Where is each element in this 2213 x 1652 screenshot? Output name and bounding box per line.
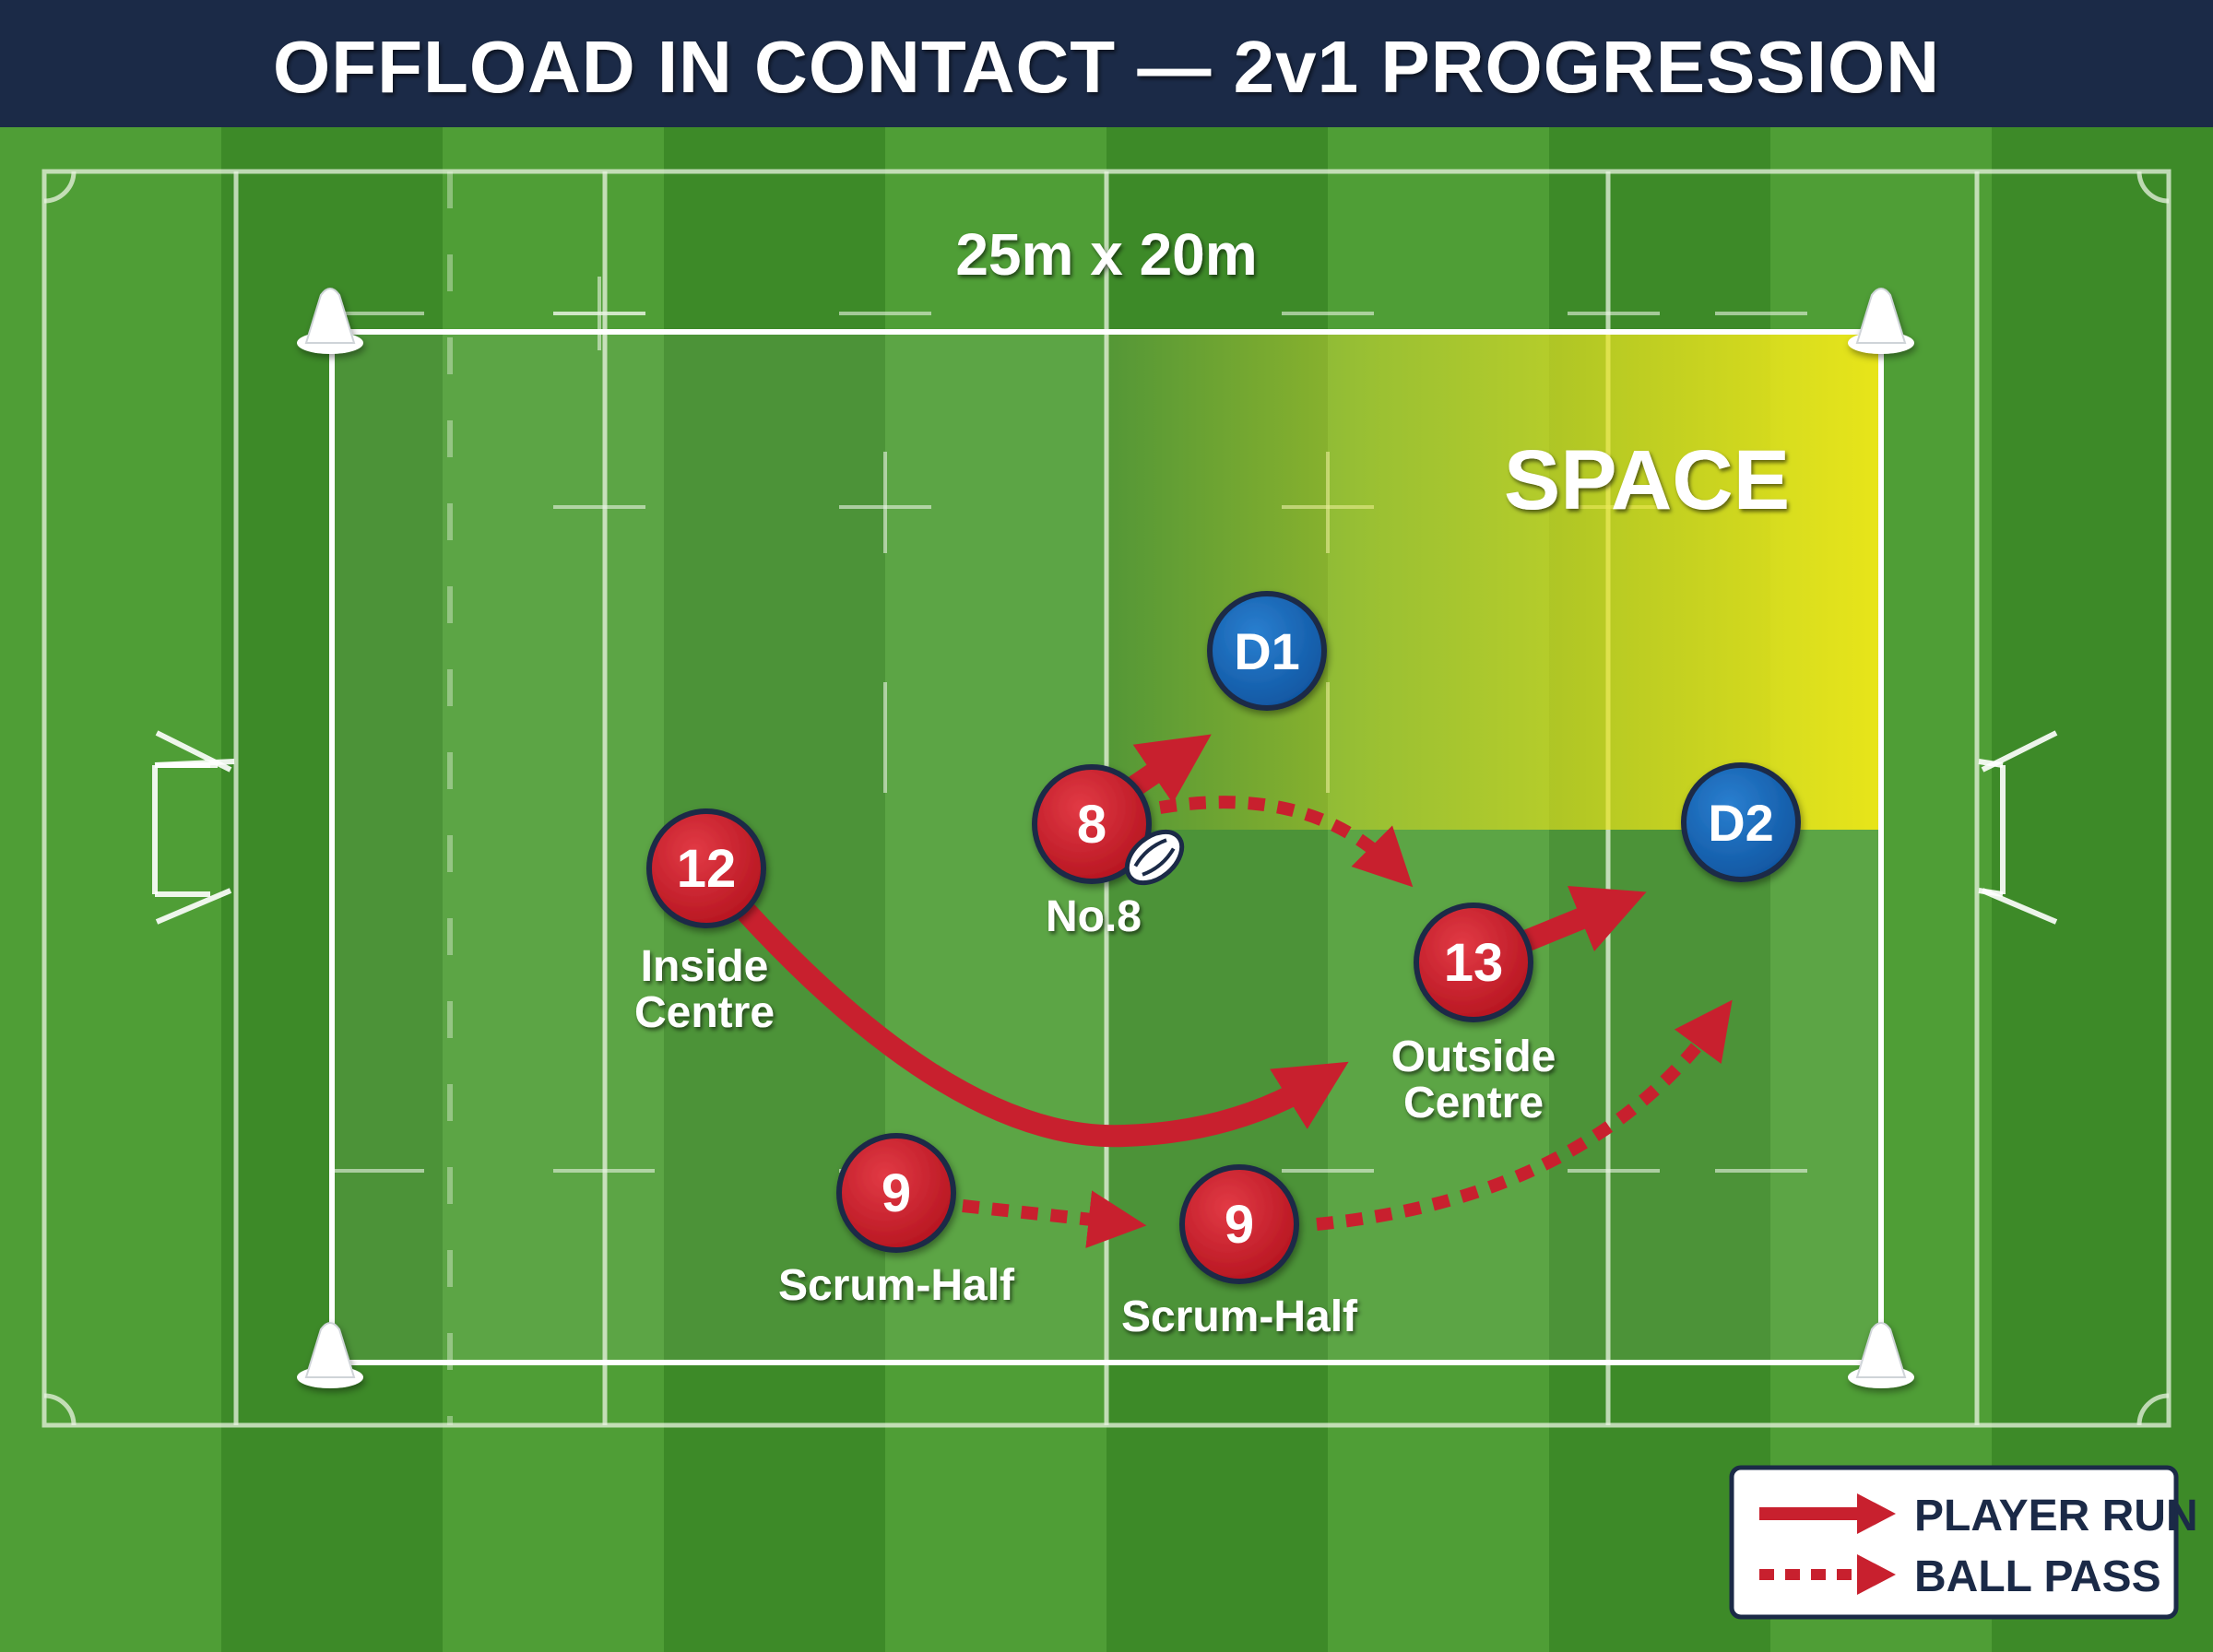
goal-post-icon [1978,730,2058,925]
pass-arrow-8-to-13 [1158,796,1414,888]
player-9-end-number: 9 [1225,1195,1254,1255]
player-8-number: 8 [1077,795,1106,855]
player-12-label-line2: Centre [634,988,775,1037]
defender-d1[interactable]: D1 [1207,591,1327,711]
player-13-label-line1: Outside [1391,1032,1556,1081]
header-bar: OFFLOAD IN CONTACT — 2v1 PROGRESSION [0,0,2213,127]
grid-size-label: 25m x 20m [955,221,1257,288]
run-arrow-12-to-13 [736,902,1349,1148]
player-8[interactable]: 8 [1032,764,1152,884]
cone-icon [297,1322,363,1388]
run-arrow-13-to-d2 [1512,885,1647,953]
player-9-start-number: 9 [882,1163,911,1223]
run-arrow-8-to-d1 [1119,734,1212,804]
page-title: OFFLOAD IN CONTACT — 2v1 PROGRESSION [273,26,1940,108]
player-9-start-label: Scrum-Half [778,1261,1015,1310]
pass-arrow-9-to-wing [1316,999,1733,1231]
legend-pass-arrowhead [1857,1554,1896,1595]
defender-d1-label: D1 [1234,622,1300,680]
cone-icon [297,288,363,354]
player-9-end-label: Scrum-Half [1121,1292,1358,1341]
goal-post-icon [152,730,235,925]
space-label: SPACE [1504,433,1790,527]
legend-run-label: PLAYER RUN [1914,1492,2198,1540]
cone-icon [1848,1322,1914,1388]
cone-icon [1848,288,1914,354]
legend-run-arrowhead [1857,1493,1896,1534]
player-13[interactable]: 13 [1414,903,1533,1022]
player-9-end[interactable]: 9 [1179,1164,1299,1284]
player-13-label-line2: Centre [1403,1079,1544,1127]
player-13-number: 13 [1444,933,1504,993]
player-run-arrows [736,734,1647,1148]
player-12-label-line1: Inside [641,942,769,991]
legend: PLAYER RUN BALL PASS [1729,1465,2198,1620]
player-9-start[interactable]: 9 [836,1133,956,1253]
defender-d2-label: D2 [1708,794,1774,852]
player-12-number: 12 [677,839,737,899]
ball-pass-arrows [962,796,1733,1248]
player-8-label: No.8 [1046,892,1142,941]
defender-d2[interactable]: D2 [1681,762,1801,882]
pass-arrow-9-to-9 [962,1190,1147,1248]
player-12[interactable]: 12 [646,808,766,928]
space-zone [1106,334,1879,830]
legend-pass-label: BALL PASS [1914,1552,2161,1601]
